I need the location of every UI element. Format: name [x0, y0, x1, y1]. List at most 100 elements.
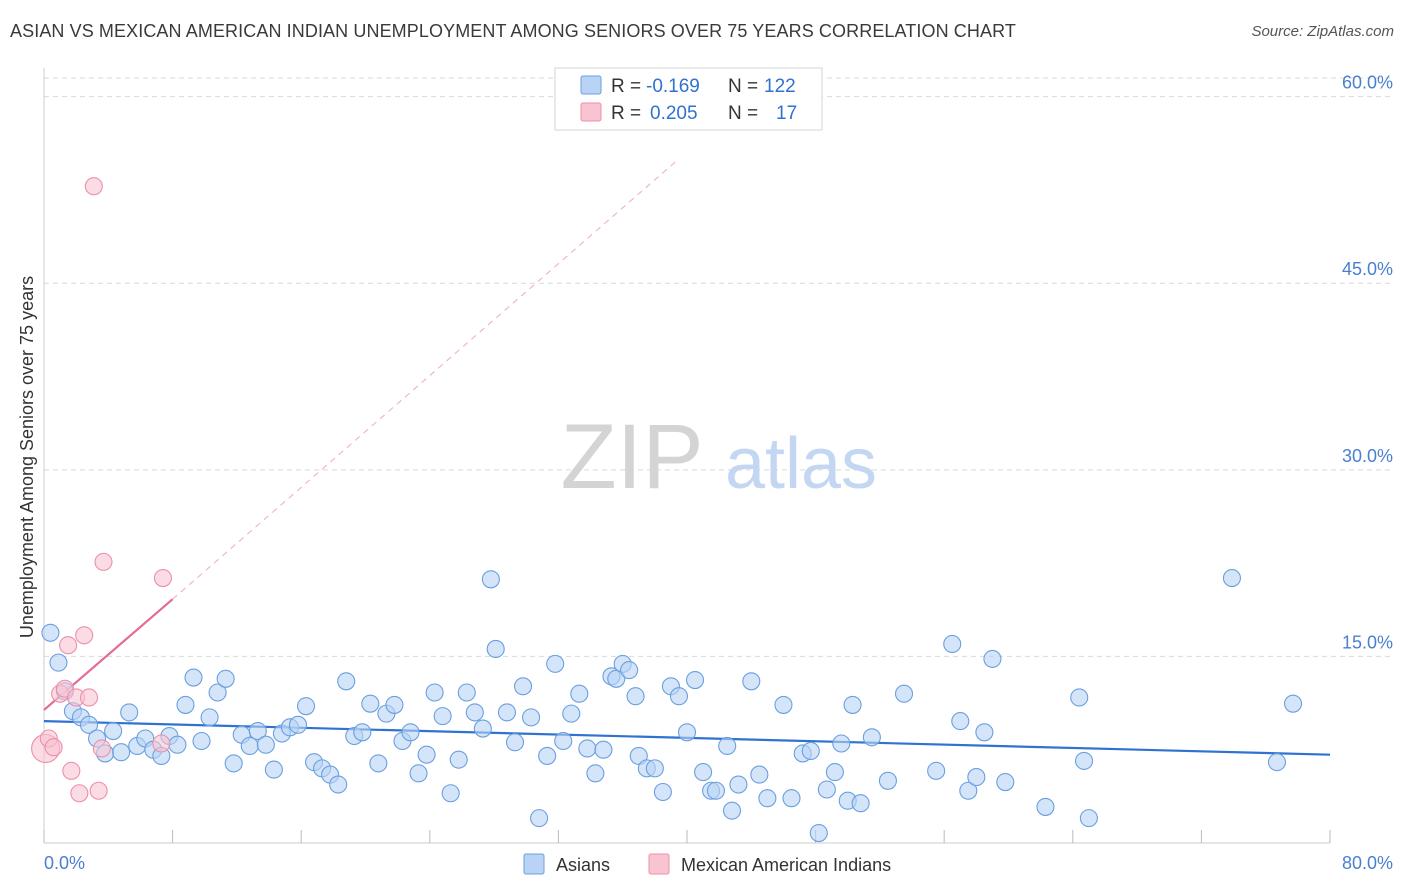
asian-point	[41, 623, 60, 642]
asian-point	[578, 739, 597, 758]
watermark: ZIP atlas	[560, 406, 877, 508]
mexican-point	[84, 177, 103, 196]
asian-point	[706, 781, 725, 800]
asian-point	[457, 683, 476, 702]
asian-point	[481, 570, 500, 589]
mexican-point	[94, 552, 113, 571]
axis-layer: 15.0% 30.0% 45.0% 60.0% 0.0% 80.0% Unemploymen…	[17, 68, 1393, 873]
asian-point	[409, 764, 428, 783]
asian-point	[353, 723, 372, 742]
x-tick-label: 80.0%	[1342, 853, 1393, 873]
asian-point	[653, 782, 672, 802]
source-label: Source: ZipAtlas.com	[1251, 23, 1394, 40]
series-legend-swatch-mexican	[648, 853, 670, 875]
asian-point	[337, 672, 356, 691]
asian-point	[546, 654, 565, 673]
asian-point	[729, 775, 748, 794]
asian-point	[943, 634, 962, 654]
series-legend-label-asians: Asians	[556, 855, 610, 875]
asian-point	[832, 734, 851, 753]
asian-point	[417, 745, 436, 764]
asian-point	[538, 746, 557, 765]
asian-point	[1283, 694, 1303, 713]
asian-point	[361, 694, 380, 713]
asian-point	[473, 719, 492, 738]
mexican-point	[152, 734, 171, 753]
asian-point	[264, 760, 283, 779]
asian-point	[385, 695, 404, 714]
asian-point	[975, 723, 994, 742]
asian-point	[722, 801, 742, 820]
series-legend-swatch-asians	[523, 853, 545, 875]
mexican-point	[92, 739, 111, 758]
asian-point	[620, 661, 639, 680]
legend-r-label: R =	[611, 103, 641, 124]
legend-r-value: 0.205	[650, 103, 698, 124]
legend-swatch-asians	[580, 75, 602, 95]
asian-point	[750, 765, 769, 784]
asian-point	[927, 761, 946, 780]
asian-point	[959, 781, 978, 800]
asian-point	[369, 754, 388, 773]
asian-point	[224, 754, 243, 773]
legend-r-value: -0.169	[646, 76, 700, 97]
x-tick-label: 0.0%	[44, 853, 85, 873]
asian-point	[645, 759, 664, 778]
watermark-atlas: atlas	[725, 424, 877, 504]
asian-point	[1070, 688, 1089, 707]
asian-point	[104, 721, 123, 741]
y-tick-label: 60.0%	[1342, 73, 1393, 93]
asian-point	[894, 684, 914, 703]
asian-point	[184, 668, 203, 687]
asian-point	[120, 703, 139, 722]
y-tick-label: 30.0%	[1342, 446, 1393, 466]
legend-n-value: 17	[776, 103, 797, 124]
asian-point	[878, 771, 897, 790]
asian-point	[967, 768, 986, 787]
stats-legend: R = -0.169 N = 122 R = 0.205 N = 17	[554, 67, 823, 131]
asian-point	[208, 683, 227, 702]
asian-point	[530, 809, 549, 828]
asian-point	[951, 712, 970, 731]
asian-point	[626, 687, 645, 706]
asian-point	[486, 639, 505, 659]
mexican-point	[59, 636, 78, 655]
mexican-point	[89, 781, 108, 800]
asian-point	[774, 695, 793, 714]
asian-point	[449, 750, 468, 769]
asian-point	[465, 703, 484, 722]
asian-point	[809, 823, 828, 843]
asian-point	[1075, 751, 1094, 770]
asian-point	[192, 731, 211, 751]
asian-point	[79, 715, 99, 734]
asian-point	[782, 789, 801, 808]
asian-point	[288, 715, 308, 734]
asian-point	[554, 731, 573, 751]
legend-r-label: R =	[611, 76, 641, 97]
legend-n-label: N =	[728, 76, 758, 97]
asian-point	[200, 708, 219, 727]
asian-point	[329, 775, 348, 794]
asian-point	[685, 670, 705, 690]
asian-point	[594, 740, 613, 759]
mexican-trendline-extension	[172, 158, 680, 600]
asian-point	[817, 780, 836, 799]
legend-n-value: 122	[764, 76, 796, 97]
mexican-point	[75, 626, 94, 645]
y-tick-label: 45.0%	[1342, 259, 1393, 279]
asian-point	[522, 708, 541, 727]
asian-point	[862, 728, 881, 747]
watermark-zip: ZIP	[560, 406, 703, 508]
asian-point	[825, 763, 844, 782]
asian-point	[240, 736, 259, 756]
asian-point	[996, 772, 1015, 792]
asian-point	[607, 669, 626, 688]
y-axis-label: Unemployment Among Seniors over 75 years	[17, 276, 37, 638]
asian-point	[112, 743, 131, 762]
mexican-point	[44, 738, 63, 757]
asian-point	[256, 735, 275, 754]
asian-point	[1079, 809, 1098, 828]
asian-point	[401, 723, 420, 742]
asian-point	[758, 789, 777, 808]
